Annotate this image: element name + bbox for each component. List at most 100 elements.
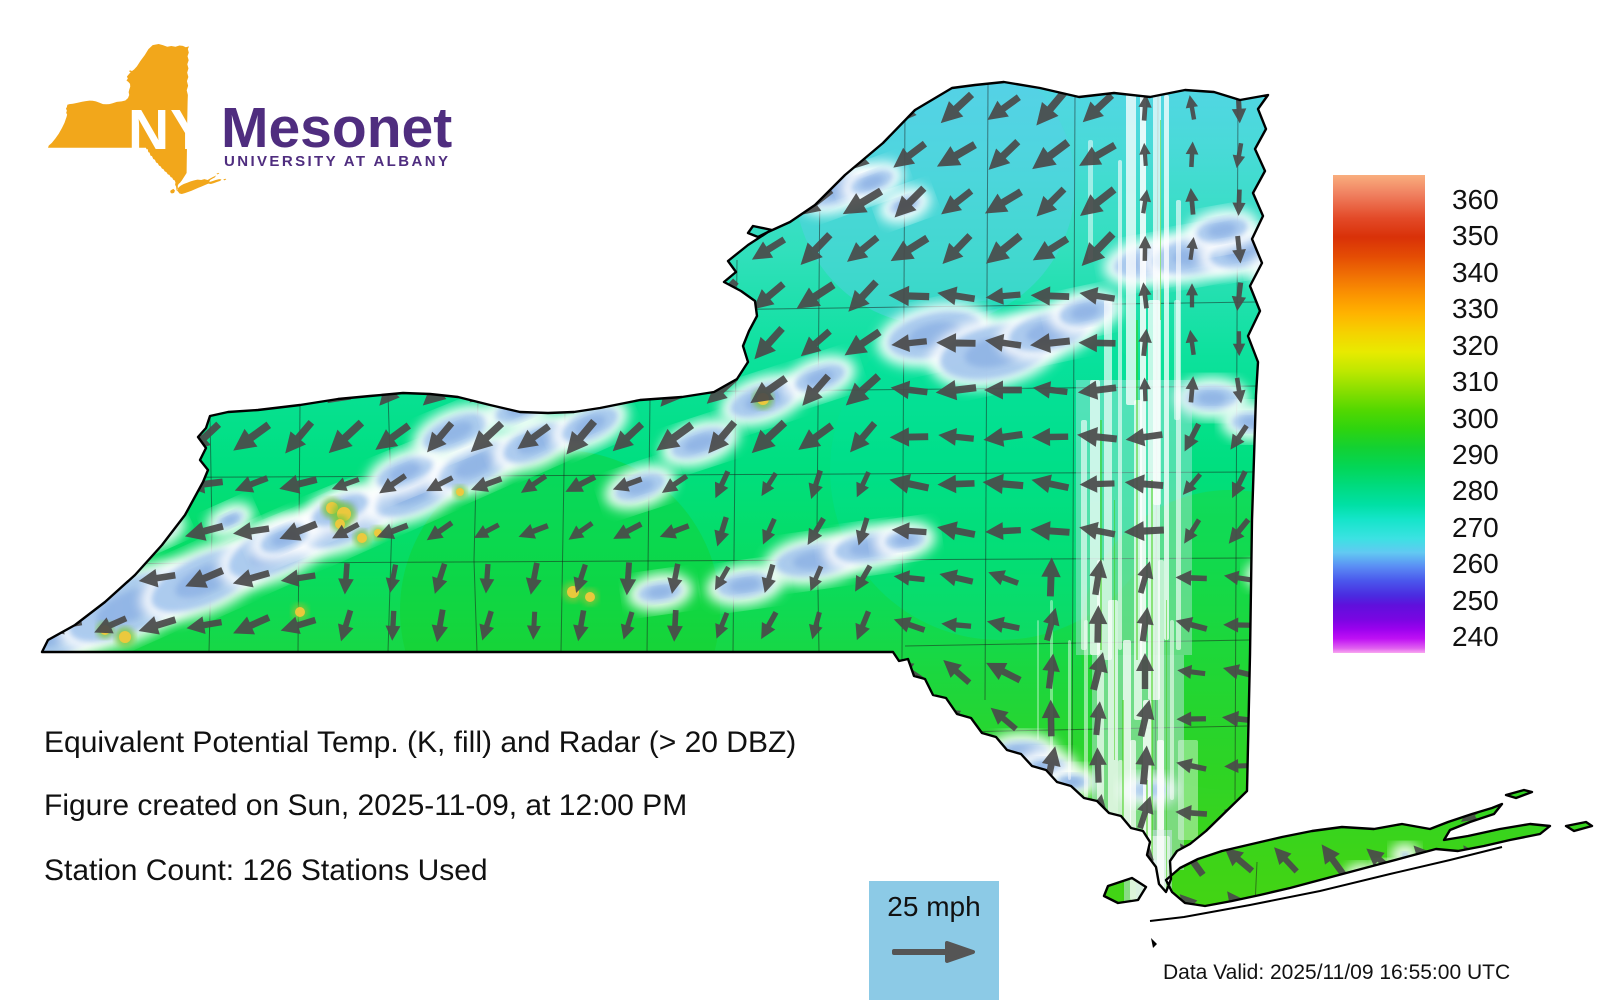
wind-arrow bbox=[134, 369, 180, 413]
wind-arrow bbox=[89, 469, 131, 500]
wind-arrow bbox=[273, 321, 323, 366]
wind-arrow bbox=[650, 226, 698, 274]
radar-echo bbox=[1277, 496, 1313, 514]
wind-arrow bbox=[844, 705, 880, 734]
radar-echo bbox=[589, 350, 651, 386]
wind-arrow bbox=[1267, 614, 1303, 636]
wind-arrow bbox=[1039, 886, 1063, 906]
wind-arrow bbox=[1548, 704, 1587, 735]
wind-arrow bbox=[510, 366, 557, 416]
wind-arrow bbox=[556, 227, 605, 273]
wind-arrow bbox=[42, 370, 86, 411]
radar-echo-halo bbox=[1344, 863, 1380, 889]
wind-arrow bbox=[563, 941, 597, 967]
wind-arrow bbox=[751, 893, 786, 906]
radar-strong-cell bbox=[357, 533, 367, 543]
radar-echo-halo bbox=[634, 329, 702, 375]
wind-arrow bbox=[1277, 329, 1295, 359]
wind-arrow bbox=[140, 941, 174, 967]
wind-arrow bbox=[605, 85, 650, 133]
wind-arrow bbox=[1547, 749, 1587, 784]
wind-arrow bbox=[323, 231, 367, 268]
radar-strong-cell bbox=[585, 592, 595, 602]
radar-echo-halo bbox=[1277, 526, 1339, 564]
wind-arrow bbox=[466, 88, 506, 130]
wind-arrow bbox=[461, 273, 511, 320]
colorbar-tick-label: 250 bbox=[1452, 584, 1499, 616]
radar-streak bbox=[1164, 95, 1169, 640]
wind-arrow bbox=[1548, 840, 1586, 879]
logo-mesonet-text: Mesonet bbox=[221, 96, 453, 160]
wind-arrow bbox=[657, 894, 691, 906]
wind-arrow bbox=[696, 321, 746, 366]
wind-arrow bbox=[89, 518, 131, 544]
wind-arrow bbox=[1409, 94, 1444, 122]
wind-arrow bbox=[133, 227, 182, 273]
wind-arrow bbox=[1407, 655, 1445, 690]
wind-arrow bbox=[1267, 800, 1304, 826]
wind-arrow bbox=[1549, 656, 1586, 689]
wind-arrow bbox=[328, 658, 362, 687]
wind-arrow bbox=[1404, 886, 1448, 906]
radar-echo-core bbox=[1358, 873, 1366, 879]
wind-arrow bbox=[373, 893, 411, 906]
wind-arrow bbox=[561, 655, 599, 690]
radar-streak bbox=[1126, 85, 1136, 405]
wind-arrow bbox=[323, 276, 367, 318]
wind-arrow bbox=[1277, 282, 1295, 311]
radar-strong-cell bbox=[295, 607, 305, 617]
radar-echo-core bbox=[1270, 261, 1294, 275]
wind-arrow bbox=[1550, 800, 1585, 826]
colorbar-tick-label: 300 bbox=[1452, 402, 1499, 434]
wind-arrow bbox=[512, 228, 555, 271]
county-boundary-line bbox=[699, 301, 1257, 311]
wind-arrow bbox=[1503, 704, 1538, 735]
wind-arrow bbox=[275, 273, 321, 321]
radar-streak bbox=[1170, 620, 1174, 800]
wind-arrow bbox=[887, 701, 931, 736]
wind-arrow bbox=[1360, 141, 1399, 170]
wind-arrow bbox=[650, 136, 698, 175]
wind-arrow bbox=[558, 89, 602, 128]
wind-arrow bbox=[934, 792, 978, 832]
wind-arrow bbox=[560, 276, 601, 318]
wind-arrow bbox=[323, 321, 367, 367]
wind-scale-arrow-icon bbox=[892, 941, 975, 963]
wind-arrow bbox=[1550, 375, 1585, 406]
wind-arrow bbox=[609, 938, 646, 972]
wind-arrow bbox=[702, 891, 740, 906]
radar-echo-core bbox=[1262, 571, 1278, 579]
wind-arrow bbox=[793, 137, 837, 174]
radar-echo bbox=[1288, 535, 1328, 555]
wind-arrow bbox=[609, 657, 645, 688]
wind-arrow bbox=[1548, 469, 1586, 500]
radar-echo bbox=[1260, 256, 1304, 280]
radar-streak bbox=[1118, 160, 1122, 650]
wind-arrow bbox=[652, 277, 696, 316]
wind-arrow bbox=[939, 845, 974, 876]
wind-arrow bbox=[92, 894, 128, 906]
radar-streak bbox=[1068, 640, 1071, 780]
radar-streak bbox=[1081, 420, 1087, 650]
radar-echo-halo bbox=[1266, 487, 1324, 523]
wind-arrow bbox=[231, 657, 271, 688]
wind-arrow bbox=[602, 133, 652, 179]
wind-scale-legend: 25 mph bbox=[869, 881, 999, 1000]
radar-streak bbox=[1178, 740, 1198, 840]
wind-arrow bbox=[748, 845, 788, 875]
wind-arrow bbox=[227, 226, 275, 274]
wind-arrow bbox=[1360, 92, 1398, 125]
wind-arrow bbox=[652, 88, 696, 130]
wind-arrow bbox=[797, 844, 834, 877]
radar-streak bbox=[1123, 640, 1131, 830]
streak-gap-line bbox=[1160, 120, 1161, 320]
radar-echo-core bbox=[655, 344, 681, 360]
county-boundary-line bbox=[904, 639, 1250, 647]
colorbar-tick-label: 320 bbox=[1452, 329, 1499, 361]
wind-arrow bbox=[92, 658, 128, 686]
wind-arrow bbox=[604, 320, 651, 368]
wind-arrow bbox=[1549, 234, 1586, 265]
radar-streak bbox=[1084, 620, 1088, 800]
wind-arrow bbox=[1548, 93, 1587, 124]
